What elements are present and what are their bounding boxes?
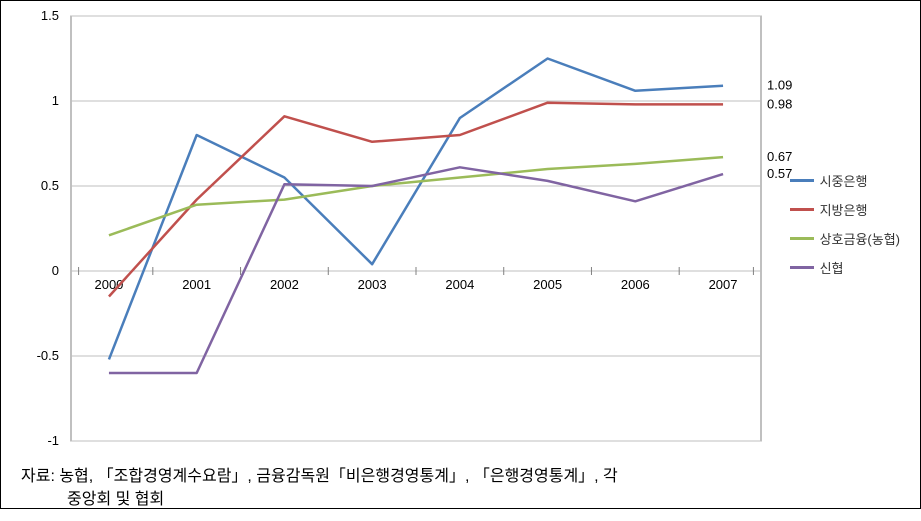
svg-text:2001: 2001 <box>182 277 211 292</box>
svg-text:0.5: 0.5 <box>41 178 59 193</box>
svg-text:2005: 2005 <box>533 277 562 292</box>
line-chart: -1-0.500.511.520002001200220032004200520… <box>1 1 921 461</box>
legend-swatch <box>790 237 814 240</box>
legend-swatch <box>790 179 814 182</box>
source-line-1: 자료: 농협, 「조합경영계수요람」, 금융감독원「비은행경영통계」, 「은행경… <box>21 465 900 488</box>
svg-text:2007: 2007 <box>709 277 738 292</box>
legend-item: 신협 <box>790 258 900 277</box>
svg-text:1.5: 1.5 <box>41 8 59 23</box>
svg-text:1.09: 1.09 <box>767 78 792 93</box>
legend-swatch <box>790 208 814 211</box>
source-line-2: 중앙회 및 협회 <box>21 488 900 511</box>
legend-label: 시중은행 <box>820 171 868 190</box>
legend-item: 지방은행 <box>790 200 900 219</box>
legend-label: 신협 <box>820 258 844 277</box>
svg-text:1: 1 <box>52 93 59 108</box>
svg-text:2006: 2006 <box>621 277 650 292</box>
legend-item: 시중은행 <box>790 171 900 190</box>
svg-text:2003: 2003 <box>358 277 387 292</box>
chart-container: -1-0.500.511.520002001200220032004200520… <box>1 1 920 461</box>
legend-label: 지방은행 <box>820 200 868 219</box>
legend-item: 상호금융(농협) <box>790 229 900 248</box>
svg-text:2004: 2004 <box>445 277 474 292</box>
svg-text:0.57: 0.57 <box>767 166 792 181</box>
source-citation: 자료: 농협, 「조합경영계수요람」, 금융감독원「비은행경영통계」, 「은행경… <box>1 461 920 521</box>
legend-label: 상호금융(농협) <box>820 229 900 248</box>
legend-swatch <box>790 266 814 269</box>
svg-text:2002: 2002 <box>270 277 299 292</box>
svg-text:0.98: 0.98 <box>767 96 792 111</box>
svg-text:0: 0 <box>52 263 59 278</box>
svg-text:0.67: 0.67 <box>767 149 792 164</box>
svg-text:-0.5: -0.5 <box>37 348 59 363</box>
legend: 시중은행지방은행상호금융(농협) 신협 <box>790 171 900 287</box>
svg-text:-1: -1 <box>47 433 59 448</box>
